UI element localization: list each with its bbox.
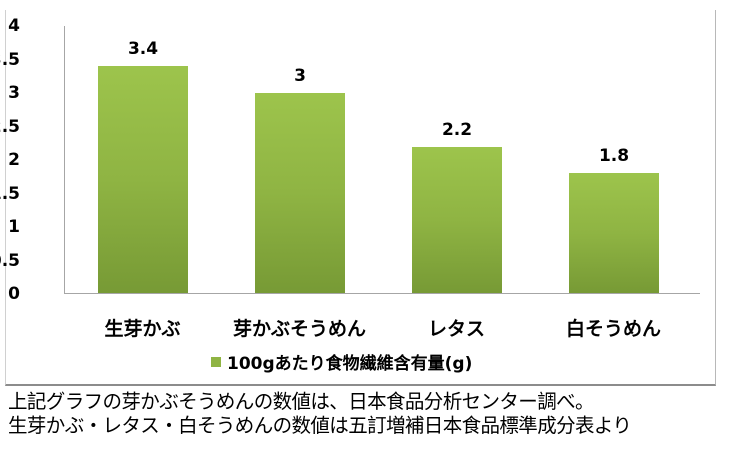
y-tick-label: 1.5 (0, 183, 20, 204)
bar-mekabu-somen (255, 93, 345, 293)
y-tick-label: 3 (8, 83, 20, 103)
data-label: 3.4 (127, 39, 159, 59)
data-label: 3 (294, 66, 306, 86)
footnote-line-1: 上記グラフの芽かぶそうめんの数値は、日本食品分析センター調べ。 (8, 390, 595, 413)
y-tick-label: 0 (8, 284, 20, 304)
chart-frame (5, 10, 716, 386)
bar-nama-mekabu (98, 66, 188, 293)
y-tick-label: 1 (8, 217, 20, 237)
legend-swatch-icon (211, 356, 221, 367)
bar-shiro-somen (569, 173, 659, 293)
y-tick-label: 0.5 (0, 250, 20, 271)
footnote-line-2: 生芽かぶ・レタス・白そうめんの数値は五訂増補日本食品標準成分表より (8, 414, 632, 437)
y-tick-label: 3.5 (0, 49, 20, 70)
y-axis-line (64, 26, 65, 294)
x-category-label: 生芽かぶ (104, 318, 181, 340)
data-label: 2.2 (441, 120, 473, 140)
x-axis-line (64, 293, 700, 294)
y-tick-label: 4 (8, 16, 20, 36)
y-tick-label: 2.5 (0, 116, 20, 137)
data-label: 1.8 (598, 146, 630, 166)
x-category-label: レタス (427, 318, 485, 340)
chart-legend: 100gあたり食物繊維含有量(g) (211, 349, 472, 374)
legend-label: 100gあたり食物繊維含有量(g) (227, 354, 473, 374)
x-category-label: 芽かぶそうめん (232, 318, 366, 340)
x-category-label: 白そうめん (565, 318, 661, 340)
bar-lettuce (412, 147, 502, 293)
plot-area: 0 0.5 1 1.5 2 2.5 3 3.5 4 3.4 3 2.2 1.8 … (0, 17, 700, 340)
y-tick-label: 2 (8, 150, 20, 170)
